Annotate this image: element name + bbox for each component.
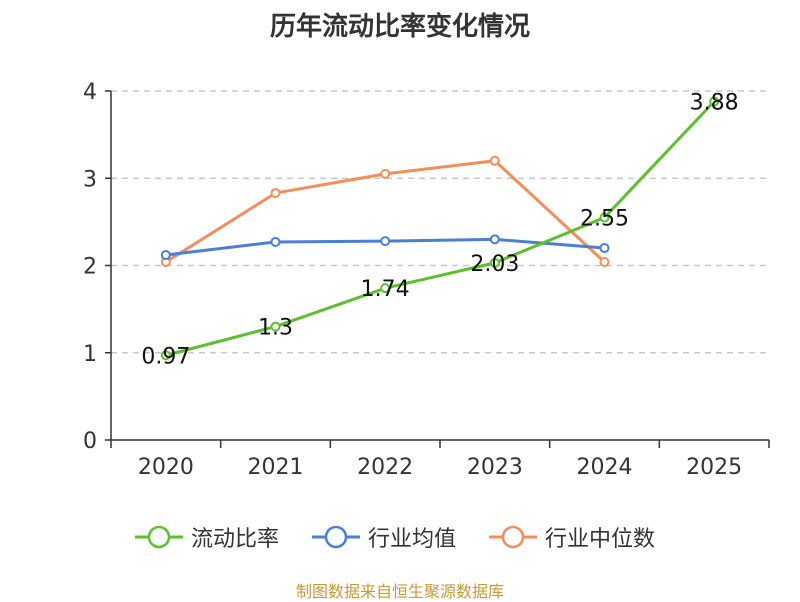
data-label: 1.74 — [361, 277, 410, 302]
data-point — [380, 283, 391, 294]
legend: 流动比率 行业均值 行业中位数 — [0, 520, 800, 554]
legend-line-marker-icon — [489, 525, 537, 549]
legend-item-current-ratio[interactable]: 流动比率 — [135, 520, 279, 554]
grid-lines — [111, 90, 769, 354]
data-point — [160, 250, 171, 261]
source-note: 制图数据来自恒生聚源数据库 — [295, 582, 504, 601]
data-point — [380, 168, 391, 179]
y-tick-label: 4 — [83, 80, 97, 105]
legend-label: 流动比率 — [191, 527, 280, 552]
data-labels: 0.97 1.3 1.74 2.03 2.55 3.88 — [141, 90, 738, 369]
data-point — [380, 236, 391, 247]
data-point — [709, 96, 720, 107]
axes: 0 1 2 3 4 2020 2021 2022 2023 2024 2025 — [83, 80, 770, 480]
y-tick-label: 2 — [83, 255, 97, 280]
data-label: 1.3 — [258, 316, 293, 341]
x-tick-label: 2022 — [357, 455, 413, 480]
data-label: 2.55 — [580, 207, 629, 232]
data-point — [599, 212, 610, 223]
legend-label: 行业均值 — [368, 527, 457, 552]
data-label: 3.88 — [690, 90, 739, 115]
data-label: 0.97 — [141, 344, 190, 369]
chart-title: 历年流动比率变化情况 — [269, 12, 530, 42]
x-tick-label: 2025 — [686, 455, 742, 480]
legend-line-marker-icon — [312, 525, 360, 549]
data-point — [489, 257, 500, 268]
data-label: 2.03 — [470, 252, 519, 277]
legend-line-marker-icon — [135, 525, 183, 549]
series-line — [165, 100, 716, 357]
y-tick-label: 0 — [83, 429, 97, 454]
series — [160, 96, 720, 361]
data-point — [270, 236, 281, 247]
data-point — [599, 243, 610, 254]
legend-item-industry-median[interactable]: 行业中位数 — [489, 520, 655, 554]
x-tick-label: 2021 — [248, 455, 304, 480]
data-point — [489, 234, 500, 245]
x-tick-label: 2024 — [577, 455, 633, 480]
y-tick-label: 3 — [83, 167, 97, 192]
data-point — [270, 188, 281, 199]
y-tick-label: 1 — [83, 342, 97, 367]
legend-item-industry-mean[interactable]: 行业均值 — [312, 520, 456, 554]
data-point — [489, 155, 500, 166]
x-tick-label: 2020 — [138, 455, 194, 480]
legend-label: 行业中位数 — [545, 527, 656, 552]
x-tick-label: 2023 — [467, 455, 523, 480]
data-point — [270, 321, 281, 332]
data-point — [160, 350, 171, 361]
data-point — [599, 257, 610, 268]
